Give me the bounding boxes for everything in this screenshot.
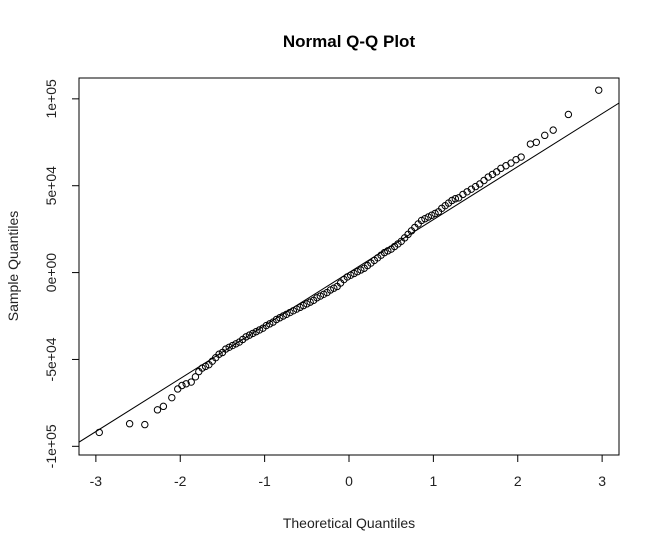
data-point: [480, 176, 488, 185]
y-tick-label: 0e+00: [43, 253, 59, 293]
data-point: [182, 380, 190, 388]
data-point: [191, 373, 200, 381]
x-tick-label: 0: [345, 473, 353, 489]
y-tick-label: -1e+05: [43, 424, 59, 468]
data-point: [125, 420, 134, 428]
data-point: [451, 195, 460, 203]
y-axis: -1e+05 -5e+04 0e+00 5e+04 1e+05: [43, 79, 80, 468]
x-tick-label: 1: [429, 473, 437, 489]
x-tick-label: 2: [514, 473, 522, 489]
data-point: [564, 110, 573, 119]
data-point: [174, 385, 182, 393]
x-tick-label: -2: [174, 473, 187, 489]
data-point: [187, 378, 195, 386]
y-tick-label: 1e+05: [43, 79, 59, 119]
data-point: [532, 138, 541, 146]
data-point: [168, 393, 176, 402]
data-point: [595, 86, 603, 94]
data-point: [153, 406, 162, 414]
data-point: [541, 131, 549, 140]
y-tick-label: 5e+04: [43, 166, 59, 206]
y-axis-label: Sample Quantiles: [5, 211, 21, 322]
data-point: [178, 381, 186, 390]
x-axis-label: Theoretical Quantiles: [283, 515, 415, 531]
x-axis: -3 -2 -1 0 1 2 3: [90, 454, 606, 489]
y-tick-label: -5e+04: [43, 337, 59, 381]
data-point: [159, 402, 168, 411]
data-point: [517, 153, 525, 161]
data-point: [507, 159, 515, 167]
x-tick-label: -3: [90, 473, 103, 489]
data-point: [549, 126, 557, 134]
plot-frame: [78, 77, 620, 456]
chart-title: Normal Q-Q Plot: [283, 32, 416, 51]
data-point: [95, 428, 103, 437]
x-tick-label: 3: [598, 473, 606, 489]
x-tick-label: -1: [258, 473, 271, 489]
points-group: [95, 86, 603, 437]
data-point: [141, 420, 149, 429]
